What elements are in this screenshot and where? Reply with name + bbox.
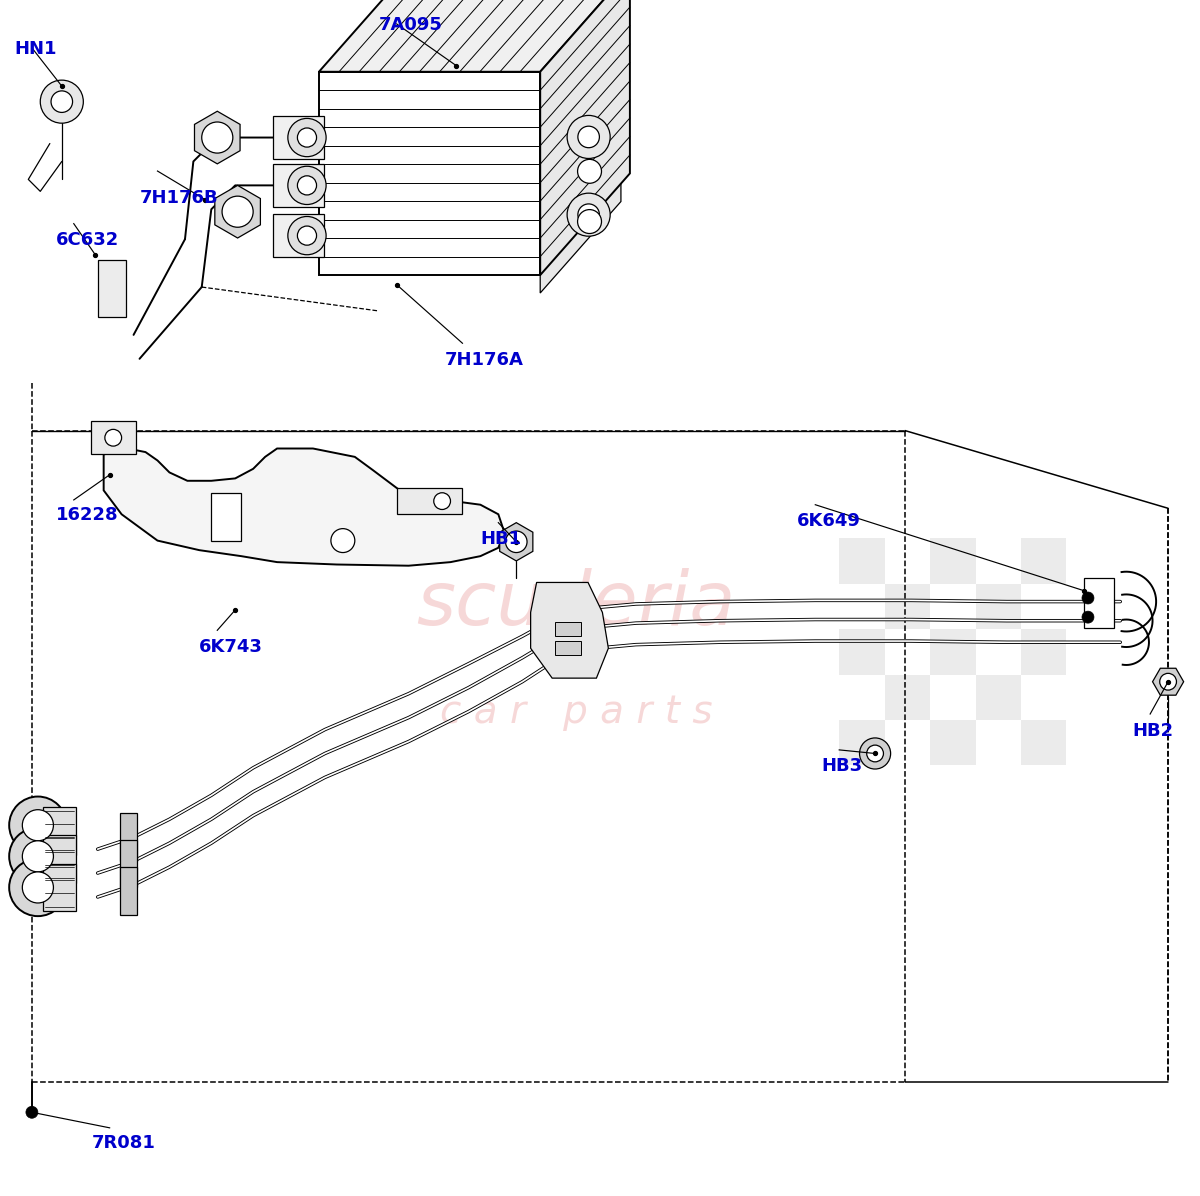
Bar xyxy=(43,835,76,883)
Text: 7R081: 7R081 xyxy=(91,1134,156,1152)
Bar xyxy=(1021,720,1067,765)
Bar xyxy=(976,584,1021,629)
Polygon shape xyxy=(540,169,620,293)
Text: scuderia: scuderia xyxy=(416,568,736,640)
Text: c a r   p a r t s: c a r p a r t s xyxy=(439,692,713,731)
Bar xyxy=(930,720,976,765)
Circle shape xyxy=(577,159,601,183)
Circle shape xyxy=(222,196,253,227)
Circle shape xyxy=(1082,611,1094,623)
Circle shape xyxy=(41,80,83,123)
Bar xyxy=(1085,578,1115,628)
Circle shape xyxy=(23,810,54,841)
Text: 7A095: 7A095 xyxy=(379,16,443,33)
Text: HB1: HB1 xyxy=(480,530,522,548)
Text: HB3: HB3 xyxy=(821,757,863,775)
Circle shape xyxy=(23,841,54,872)
Text: 6K649: 6K649 xyxy=(797,512,862,530)
Circle shape xyxy=(505,531,527,553)
Circle shape xyxy=(26,1106,38,1118)
Text: 6C632: 6C632 xyxy=(56,231,119,249)
Text: 7H176A: 7H176A xyxy=(444,350,523,368)
Circle shape xyxy=(10,828,66,885)
Circle shape xyxy=(433,493,450,509)
Circle shape xyxy=(52,91,72,112)
Bar xyxy=(884,675,930,720)
Circle shape xyxy=(578,203,600,225)
Bar xyxy=(90,421,136,454)
Polygon shape xyxy=(319,72,540,275)
Circle shape xyxy=(288,216,326,255)
Circle shape xyxy=(577,209,601,233)
Bar xyxy=(1021,538,1067,584)
Circle shape xyxy=(1082,592,1094,604)
Circle shape xyxy=(568,115,610,159)
Circle shape xyxy=(288,166,326,205)
Circle shape xyxy=(568,193,610,237)
Circle shape xyxy=(866,745,883,762)
Circle shape xyxy=(331,529,355,553)
Circle shape xyxy=(23,872,54,903)
Circle shape xyxy=(10,797,66,854)
Bar xyxy=(274,164,324,207)
Circle shape xyxy=(859,738,890,769)
Polygon shape xyxy=(215,185,260,238)
Circle shape xyxy=(288,118,326,157)
Circle shape xyxy=(578,127,600,147)
Bar xyxy=(554,622,581,636)
Circle shape xyxy=(298,176,317,195)
Polygon shape xyxy=(499,523,533,561)
Bar xyxy=(211,493,241,541)
Bar xyxy=(43,807,76,855)
Circle shape xyxy=(202,122,233,153)
Bar xyxy=(120,840,137,887)
Circle shape xyxy=(104,429,121,446)
Polygon shape xyxy=(103,448,504,566)
Bar xyxy=(274,214,324,257)
Text: 16228: 16228 xyxy=(56,506,119,524)
Polygon shape xyxy=(1152,669,1183,695)
Bar xyxy=(274,116,324,159)
Text: HN1: HN1 xyxy=(14,39,56,57)
Bar xyxy=(554,641,581,655)
Polygon shape xyxy=(530,582,608,678)
Bar xyxy=(839,538,884,584)
Circle shape xyxy=(10,859,66,916)
Bar xyxy=(884,584,930,629)
Bar xyxy=(930,629,976,675)
Bar xyxy=(839,629,884,675)
Bar xyxy=(839,720,884,765)
Polygon shape xyxy=(194,111,240,164)
Circle shape xyxy=(298,226,317,245)
Text: 7H176B: 7H176B xyxy=(139,189,218,207)
Polygon shape xyxy=(540,0,630,275)
Bar xyxy=(397,488,462,514)
Bar xyxy=(976,675,1021,720)
Polygon shape xyxy=(319,0,630,72)
Bar xyxy=(120,813,137,861)
Bar xyxy=(1021,629,1067,675)
Bar xyxy=(930,538,976,584)
Bar xyxy=(43,864,76,911)
Text: HB2: HB2 xyxy=(1133,721,1174,739)
Bar xyxy=(97,260,126,317)
Circle shape xyxy=(1159,673,1176,690)
Circle shape xyxy=(298,128,317,147)
Bar xyxy=(120,867,137,915)
Text: 6K743: 6K743 xyxy=(199,637,263,655)
